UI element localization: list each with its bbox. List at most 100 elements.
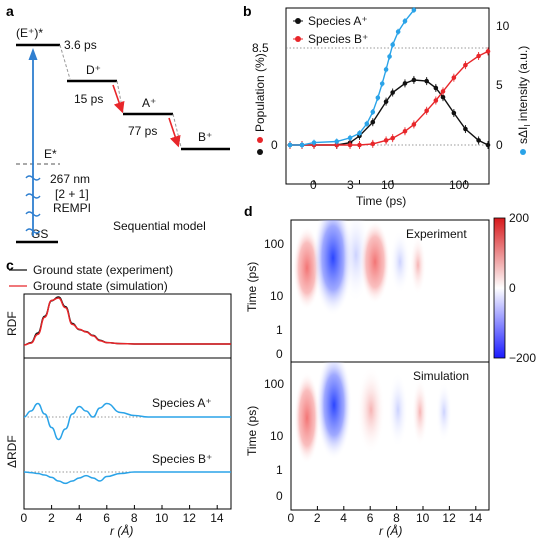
c-x-tick-label: 12 bbox=[183, 511, 197, 525]
c-x-tick-label: 14 bbox=[210, 511, 224, 525]
ylabel-dot-red bbox=[257, 137, 263, 143]
c-x-tick-label: 4 bbox=[76, 511, 83, 525]
data-point-b bbox=[485, 49, 491, 54]
panel-c: c Ground state (experiment) Ground state… bbox=[5, 257, 232, 538]
data-point-a bbox=[476, 138, 481, 143]
data-point-b bbox=[476, 53, 481, 59]
heatmap-exp-title: Experiment bbox=[406, 227, 467, 241]
delta-rdf-species-a bbox=[23, 402, 231, 441]
rdf-experiment-line bbox=[23, 296, 231, 346]
data-point-signal bbox=[383, 67, 389, 72]
x-tick-3: 3 bbox=[347, 178, 354, 192]
right-axis-label-text: sΔII intensity (a.u.) bbox=[516, 46, 532, 144]
panel-d-label: d bbox=[244, 203, 253, 219]
panel-c-label: c bbox=[6, 257, 14, 273]
data-point-signal bbox=[311, 140, 317, 145]
legend-label-a: Species A⁺ bbox=[308, 14, 368, 28]
c-x-tick-label: 0 bbox=[21, 511, 28, 525]
legend-label-b: Species B⁺ bbox=[308, 32, 368, 46]
d-sim-tick-10: 10 bbox=[270, 429, 284, 443]
photon-wiggle-4 bbox=[25, 175, 41, 181]
right-tick-10: 10 bbox=[496, 19, 510, 33]
data-point-a bbox=[383, 99, 389, 104]
x-axis-label-b: Time (ps) bbox=[356, 194, 406, 208]
series-line-b bbox=[290, 50, 489, 146]
level-e-plus-star-time: 3.6 ps bbox=[64, 38, 97, 52]
panel-b: b 8.5 0 10 5 0 0 3 10 100 Time (ps) Popu… bbox=[243, 3, 532, 208]
data-point-signal bbox=[370, 109, 376, 115]
x-tick-10: 10 bbox=[381, 178, 395, 192]
species-a-label: Species A⁺ bbox=[152, 396, 212, 410]
data-point-b bbox=[334, 142, 340, 148]
data-point-b bbox=[451, 75, 457, 80]
data-point-b bbox=[383, 138, 389, 143]
pump-scheme: [2 + 1] bbox=[55, 187, 89, 201]
data-point-b bbox=[370, 141, 376, 147]
d-sim-tick-0: 0 bbox=[276, 489, 283, 503]
right-axis-label-tail: intensity (a.u.) bbox=[516, 46, 530, 125]
d-x-tick-label: 10 bbox=[416, 511, 430, 525]
level-a-plus-label: A⁺ bbox=[142, 96, 156, 110]
level-gs-label: GS bbox=[31, 227, 48, 241]
photon-wiggle-3 bbox=[25, 193, 41, 199]
left-tick-8.5: 8.5 bbox=[252, 41, 269, 55]
data-point-signal bbox=[347, 135, 353, 141]
data-point-signal bbox=[402, 18, 408, 24]
photon-wiggle-2 bbox=[25, 211, 41, 217]
data-point-a bbox=[463, 126, 468, 132]
level-d-plus-time: 15 ps bbox=[74, 92, 103, 106]
d-sim-ylabel: Time (ps) bbox=[245, 406, 259, 456]
d-x-tick-label: 0 bbox=[288, 511, 295, 525]
c-x-tick-label: 6 bbox=[103, 511, 110, 525]
d-x-tick-label: 12 bbox=[442, 511, 456, 525]
legend-label-sim: Ground state (simulation) bbox=[33, 279, 168, 293]
data-point-a bbox=[411, 77, 417, 83]
level-e-star-label: E* bbox=[44, 147, 57, 161]
d-x-tick-label: 2 bbox=[314, 511, 321, 525]
plot-frame-b bbox=[285, 7, 490, 185]
data-point-signal bbox=[357, 130, 362, 136]
data-point-a bbox=[424, 78, 429, 84]
colorbar bbox=[493, 217, 506, 359]
d-x-tick-label: 4 bbox=[340, 511, 347, 525]
data-point-b bbox=[357, 142, 362, 148]
data-point-b bbox=[433, 98, 439, 103]
x-ticks-c: 0 2 4 6 8 10 12 14 bbox=[21, 505, 224, 525]
d-sim-tick-100: 100 bbox=[264, 377, 284, 391]
delta-rdf-axis-label: ΔRDF bbox=[5, 435, 19, 468]
data-point-signal bbox=[334, 139, 340, 144]
data-point-a bbox=[370, 119, 376, 125]
heat-band-4 bbox=[390, 230, 410, 294]
x-axis-label-c: r (Å) bbox=[110, 523, 133, 538]
panel-a: a (E⁺)* 3.6 ps D⁺ 15 ps A⁺ 77 ps B⁺ E* G… bbox=[6, 3, 230, 244]
d-x-tick-label: 8 bbox=[393, 511, 400, 525]
decay-arrow-1 bbox=[112, 84, 125, 114]
x-axis-label-d: r (Å) bbox=[379, 523, 402, 538]
sim-band-1 bbox=[294, 372, 320, 464]
c-x-tick-label: 2 bbox=[48, 511, 55, 525]
heat-band-3 bbox=[360, 220, 390, 304]
sim-band-5 bbox=[412, 378, 428, 446]
decay-arrow-2 bbox=[168, 117, 181, 148]
plot-frame-c-top bbox=[23, 293, 232, 359]
connector-3 bbox=[172, 113, 182, 148]
data-point-signal bbox=[395, 29, 401, 35]
x-ticks-d: 0 2 4 6 8 10 12 14 bbox=[288, 506, 482, 525]
level-d-plus-label: D⁺ bbox=[86, 63, 101, 77]
rdf-simulation-line bbox=[23, 297, 231, 346]
data-point-b bbox=[463, 62, 468, 68]
connector-1 bbox=[59, 44, 71, 80]
rdf-axis-label: RDF bbox=[5, 311, 19, 336]
heatmap-simulation: Simulation bbox=[290, 361, 490, 511]
sim-band-2 bbox=[316, 362, 352, 460]
colorbar-tick-neg200: −200 bbox=[509, 351, 536, 365]
d-x-tick-label: 6 bbox=[367, 511, 374, 525]
c-x-tick-label: 8 bbox=[131, 511, 138, 525]
data-point-b bbox=[390, 135, 395, 141]
plot-area-c bbox=[23, 296, 231, 485]
right-axis-label-subscript: I bbox=[523, 124, 532, 126]
left-tick-0: 0 bbox=[271, 138, 278, 152]
pump-method: REMPI bbox=[53, 201, 91, 215]
data-point-b bbox=[411, 122, 417, 127]
